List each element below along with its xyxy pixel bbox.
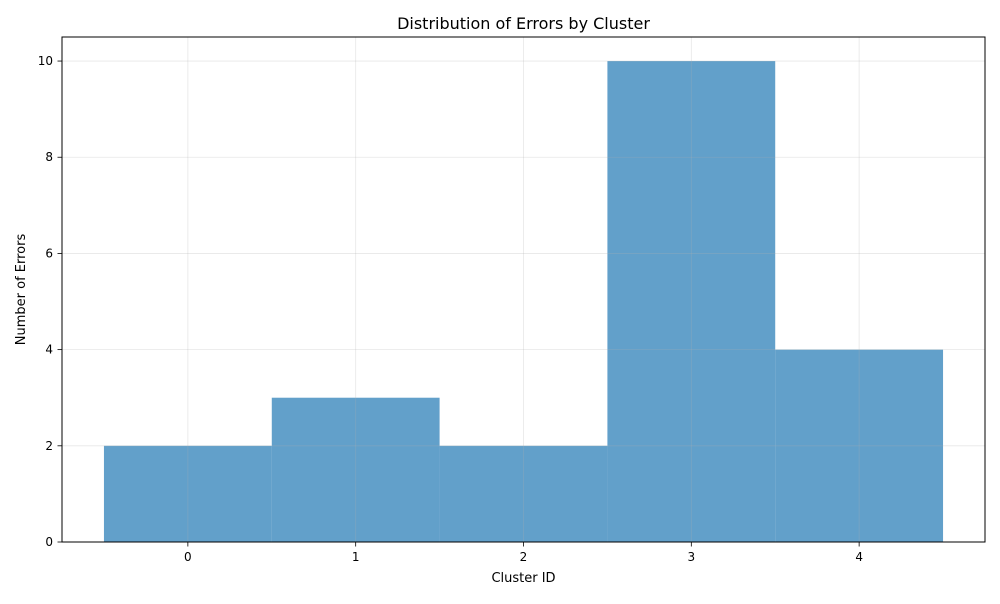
- x-tick-label: 1: [352, 550, 360, 564]
- y-tick-label: 6: [45, 246, 53, 260]
- y-tick-label: 0: [45, 535, 53, 549]
- y-tick-label: 8: [45, 150, 53, 164]
- x-tick-label: 3: [687, 550, 695, 564]
- x-tick-label: 4: [855, 550, 863, 564]
- x-axis-ticks: 0 1 2 3 4: [184, 542, 863, 564]
- y-tick-label: 10: [38, 54, 53, 68]
- y-tick-label: 4: [45, 343, 53, 357]
- y-axis-ticks: 0 2 4 6 8 10: [38, 54, 62, 549]
- bar-cluster-0: [103, 445, 272, 542]
- x-axis-label: Cluster ID: [491, 571, 555, 586]
- y-axis-label: Number of Errors: [14, 234, 29, 346]
- x-tick-label: 0: [184, 550, 192, 564]
- bars-layer: [103, 61, 944, 543]
- y-tick-label: 2: [45, 439, 53, 453]
- x-tick-label: 2: [520, 550, 528, 564]
- bar-cluster-2: [439, 445, 608, 542]
- chart-title: Distribution of Errors by Cluster: [397, 14, 650, 33]
- bar-cluster-3: [607, 61, 776, 543]
- bar-cluster-1: [271, 397, 440, 542]
- bar-cluster-4: [775, 349, 944, 542]
